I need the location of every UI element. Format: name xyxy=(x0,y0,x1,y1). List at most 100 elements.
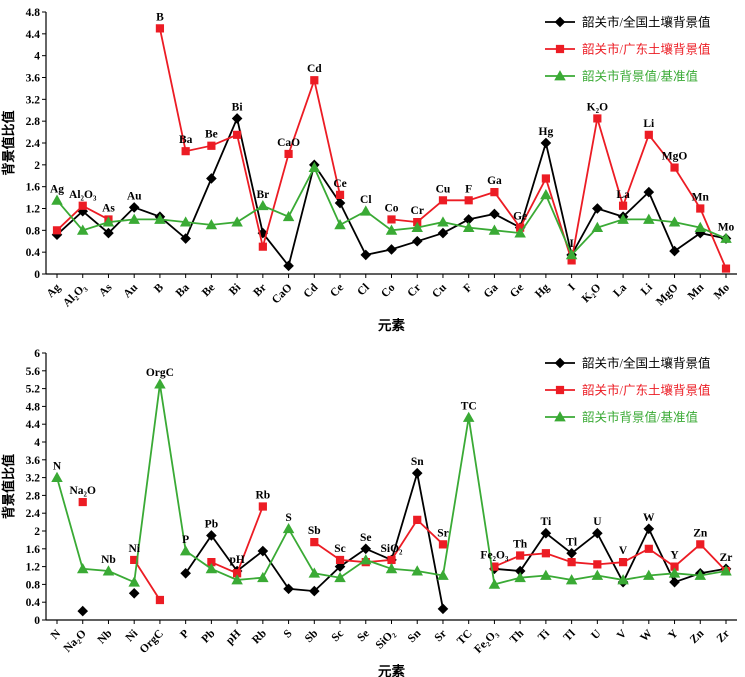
legend-label: 韶关市/广东土壤背景值 xyxy=(582,42,710,57)
x-tick-label: Y xyxy=(666,627,681,642)
x-tick-label: Li xyxy=(639,281,656,298)
element-annotation: P xyxy=(182,534,189,546)
square-marker xyxy=(696,204,705,213)
element-annotation: Sc xyxy=(334,543,346,555)
element-annotation: S xyxy=(285,512,291,524)
x-tick-label: Rb xyxy=(250,628,269,647)
legend-label: 韶关市/全国土壤背景值 xyxy=(582,356,710,371)
x-tick-label: Pb xyxy=(200,628,218,646)
y-tick-label: 1.6 xyxy=(26,544,41,556)
triangle-marker xyxy=(128,576,140,587)
diamond-marker xyxy=(540,137,552,149)
square-marker xyxy=(438,196,448,205)
x-tick-label: Ti xyxy=(536,627,553,644)
x-tick-label: U xyxy=(589,627,604,642)
triangle-marker xyxy=(540,569,552,580)
diamond-marker xyxy=(283,583,294,595)
triangle-marker xyxy=(462,411,475,422)
triangle-marker xyxy=(102,216,115,227)
diamond-marker xyxy=(360,543,372,555)
triangle-marker xyxy=(591,221,604,233)
element-annotation: Cr xyxy=(411,205,424,217)
diamond-marker xyxy=(309,585,320,597)
x-tick-label: Th xyxy=(508,627,527,646)
x-tick-label: Zr xyxy=(715,628,733,646)
y-tick-label: 2.8 xyxy=(26,116,41,128)
square-marker xyxy=(618,558,628,567)
legend-diamond-icon xyxy=(554,16,566,28)
y-tick-label: 0 xyxy=(34,615,40,627)
y-tick-label: 1.2 xyxy=(26,204,41,216)
square-marker xyxy=(387,215,396,224)
y-tick-label: 1.6 xyxy=(26,182,41,194)
diamond-marker xyxy=(386,244,397,255)
diamond-marker xyxy=(231,113,243,124)
square-marker xyxy=(541,549,550,558)
triangle-marker xyxy=(617,213,629,224)
element-annotation: Th xyxy=(513,538,528,550)
diamond-marker xyxy=(669,245,680,257)
triangle-marker xyxy=(617,574,629,585)
x-tick-label: Ce xyxy=(328,282,346,300)
square-marker xyxy=(233,569,242,578)
element-annotation: K₂O xyxy=(587,101,608,113)
y-tick-label: 1.2 xyxy=(26,562,41,574)
triangle-marker xyxy=(462,221,475,233)
element-annotation: Bi xyxy=(232,101,244,113)
square-marker xyxy=(670,163,679,172)
x-tick-label: S xyxy=(282,628,295,641)
triangle-marker xyxy=(437,216,449,227)
square-marker xyxy=(387,555,396,565)
square-marker xyxy=(78,201,87,210)
triangle-marker xyxy=(668,216,681,227)
legend-square-icon xyxy=(555,385,565,395)
x-tick-label: P xyxy=(178,628,191,641)
y-tick-label: 4 xyxy=(34,51,40,63)
diamond-marker xyxy=(334,197,346,209)
element-annotation: Br xyxy=(256,189,269,201)
element-annotation: Se xyxy=(360,532,372,544)
element-annotation: Li xyxy=(643,118,655,130)
square-marker xyxy=(78,497,87,507)
triangle-marker xyxy=(411,565,423,576)
triangle-marker xyxy=(360,205,372,216)
element-annotation: CaO xyxy=(277,137,300,149)
x-tick-label: Au xyxy=(121,281,140,300)
y-tick-label: 5.6 xyxy=(26,366,41,378)
square-marker xyxy=(181,147,190,156)
element-annotation: Ba xyxy=(179,134,193,146)
x-tick-label: N xyxy=(49,627,64,642)
triangle-marker xyxy=(514,571,526,583)
square-marker xyxy=(284,149,293,159)
element-annotation: Pb xyxy=(205,518,218,530)
element-annotation: Be xyxy=(205,129,218,141)
x-tick-label: Be xyxy=(200,282,218,300)
y-tick-label: 0 xyxy=(34,269,40,281)
triangle-marker xyxy=(385,224,398,235)
x-tick-label: Ge xyxy=(508,282,526,300)
x-tick-label: V xyxy=(615,627,630,642)
element-annotation: Tl xyxy=(566,536,577,548)
element-annotation: Y xyxy=(670,550,679,562)
x-tick-label: K₂O xyxy=(580,282,604,306)
x-tick-label: F xyxy=(461,282,474,295)
x-tick-label: MgO xyxy=(654,282,681,309)
y-tick-label: 0.4 xyxy=(26,247,41,259)
square-marker xyxy=(490,188,499,197)
element-annotation: Ge xyxy=(513,211,527,223)
triangle-marker xyxy=(257,571,269,583)
triangle-marker xyxy=(231,216,243,227)
triangle-marker xyxy=(231,574,243,585)
triangle-marker xyxy=(385,563,398,574)
diamond-marker xyxy=(437,227,449,239)
square-marker xyxy=(335,555,345,565)
legend-label: 韶关市/全国土壤背景值 xyxy=(582,15,710,30)
x-tick-label: Cd xyxy=(302,281,321,300)
element-annotation: Sn xyxy=(411,456,424,468)
square-marker xyxy=(207,558,216,567)
element-annotation: Ni xyxy=(128,543,140,555)
triangle-marker xyxy=(282,522,295,534)
x-tick-label: As xyxy=(97,281,115,299)
square-marker xyxy=(696,540,705,549)
x-tick-label: Sc xyxy=(330,628,347,645)
